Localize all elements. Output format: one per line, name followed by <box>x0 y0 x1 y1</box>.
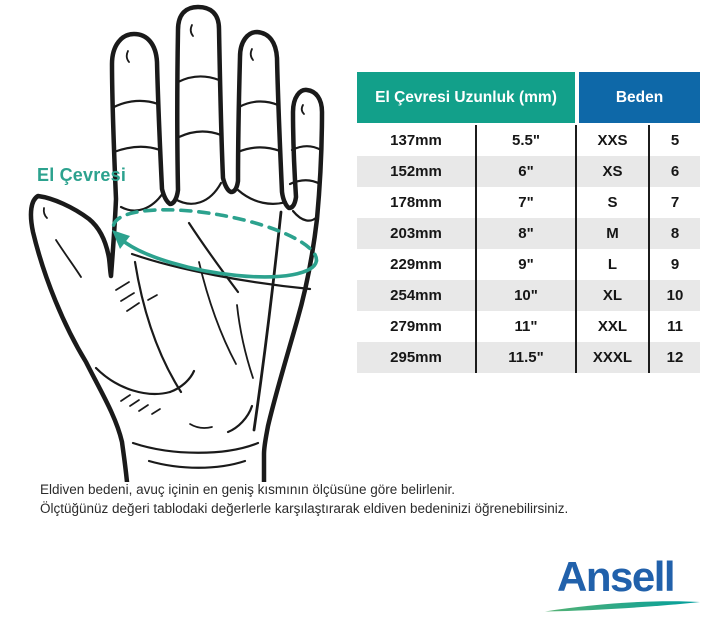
cell-size: M <box>575 218 648 249</box>
cell-size: XS <box>575 156 648 187</box>
cell-size: XL <box>575 280 648 311</box>
ellipse-arrowhead <box>112 230 130 249</box>
cell-inch: 6" <box>475 156 575 187</box>
footer-note: Eldiven bedeni, avuç içinin en geniş kıs… <box>40 481 568 518</box>
palm-creases <box>55 210 312 432</box>
ansell-wordmark: Ansell <box>557 553 676 600</box>
cell-inch: 11" <box>475 311 575 342</box>
table-row: 279mm 11" XXL 11 <box>357 311 700 342</box>
wrist-creases <box>94 366 260 469</box>
cell-inch: 11.5" <box>475 342 575 373</box>
cell-inch: 10" <box>475 280 575 311</box>
table-row: 254mm 10" XL 10 <box>357 280 700 311</box>
footer-line-2: Ölçtüğünüz değeri tablodaki değerlerle k… <box>40 500 569 516</box>
header-size: Beden <box>579 72 700 123</box>
cell-num: 11 <box>648 311 700 342</box>
finger-creases <box>112 75 323 186</box>
table-row: 229mm 9" L 9 <box>357 249 700 280</box>
cell-num: 7 <box>648 187 700 218</box>
cell-mm: 178mm <box>390 194 442 211</box>
hand-circumference-label: El Çevresi <box>37 165 127 185</box>
cell-mm: 152mm <box>390 163 442 180</box>
cell-size: XXXL <box>575 342 648 373</box>
cell-inch: 8" <box>475 218 575 249</box>
table-row: 203mm 8" M 8 <box>357 218 700 249</box>
table-header-row: El Çevresi Uzunluk (mm) Beden <box>357 72 700 123</box>
cell-num: 12 <box>648 342 700 373</box>
ellipse-dashed-arc <box>111 207 319 263</box>
table-row: 137mm 5.5" XXS 5 <box>357 125 700 156</box>
table-body: 137mm 5.5" XXS 5 152mm 6" XS 6 178mm 7" … <box>357 125 700 373</box>
sketch-hatches <box>115 281 213 429</box>
cell-num: 9 <box>648 249 700 280</box>
cell-inch: 9" <box>475 249 575 280</box>
cell-num: 8 <box>648 218 700 249</box>
cell-num: 10 <box>648 280 700 311</box>
header-measure: El Çevresi Uzunluk (mm) <box>357 72 575 123</box>
cell-mm: 295mm <box>390 349 442 366</box>
ansell-logo: Ansell <box>543 556 703 614</box>
circumference-ellipse <box>111 207 319 279</box>
cell-size: S <box>575 187 648 218</box>
size-table: El Çevresi Uzunluk (mm) Beden 137mm 5.5"… <box>357 72 700 373</box>
footer-line-1: Eldiven bedeni, avuç içinin en geniş kıs… <box>40 482 455 497</box>
cell-mm: 279mm <box>390 318 442 335</box>
finger-base-creases <box>119 181 319 222</box>
cell-mm: 203mm <box>390 225 442 242</box>
cell-size: L <box>575 249 648 280</box>
cell-mm: 137mm <box>390 132 442 149</box>
header-gap <box>575 72 579 123</box>
cell-num: 6 <box>648 156 700 187</box>
table-row: 295mm 11.5" XXXL 12 <box>357 342 700 373</box>
table-row: 152mm 6" XS 6 <box>357 156 700 187</box>
ellipse-solid-arc <box>122 240 319 279</box>
cell-inch: 7" <box>475 187 575 218</box>
cell-mm: 254mm <box>390 287 442 304</box>
cell-inch: 5.5" <box>475 125 575 156</box>
cell-num: 5 <box>648 125 700 156</box>
table-row: 178mm 7" S 7 <box>357 187 700 218</box>
hand-outline <box>28 4 325 482</box>
hand-illustration <box>28 4 325 482</box>
cell-size: XXS <box>575 125 648 156</box>
cell-mm: 229mm <box>390 256 442 273</box>
fingernail-marks <box>42 24 305 219</box>
cell-size: XXL <box>575 311 648 342</box>
logo-swoosh-icon <box>545 601 700 612</box>
